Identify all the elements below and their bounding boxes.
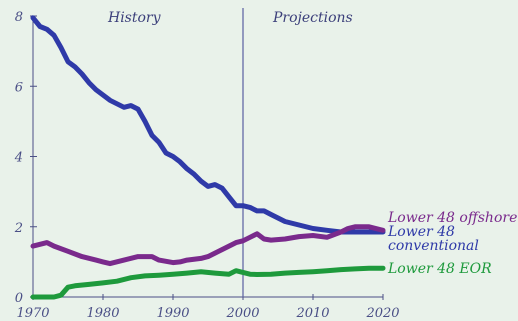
y-tick-label: 6 — [15, 80, 23, 95]
series-label-offshore: Lower 48 offshore — [387, 210, 517, 226]
x-tick-label: 2020 — [365, 306, 399, 321]
y-tick-label: 4 — [14, 151, 23, 166]
projections-label: Projections — [272, 10, 353, 26]
x-tick-label: 2010 — [295, 306, 329, 321]
y-tick-label: 0 — [15, 291, 23, 306]
x-tick-label: 1980 — [86, 306, 119, 321]
axis-layer: 0 2 4 6 8 1970 1980 1990 2000 2010 2020 — [14, 8, 400, 321]
plot-layer — [30, 15, 386, 300]
series-label-conventional-line-1: Lower 48 — [387, 224, 455, 240]
series-label-conventional: Lower 48 — [387, 224, 455, 240]
series-line-lower-48-eor — [30, 265, 386, 300]
series-line-lower-48-offshore — [30, 224, 386, 267]
series-label-eor: Lower 48 EOR — [387, 261, 492, 277]
series-labels: Lower 48 offshore Lower 48 conventional … — [387, 210, 517, 277]
series-label-offshore-line: Lower 48 offshore — [387, 210, 517, 226]
annotation-layer: History Projections — [107, 10, 353, 26]
history-label: History — [107, 10, 162, 26]
x-tick-label: 1990 — [156, 306, 189, 321]
y-tick-label: 8 — [15, 10, 23, 25]
y-tick-label: 2 — [14, 221, 23, 236]
series-label-eor-line: Lower 48 EOR — [387, 261, 492, 277]
series-line-lower-48-conventional — [30, 15, 386, 235]
series-label-conventional-2: conventional — [388, 238, 479, 254]
x-tick-label: 1970 — [16, 306, 49, 321]
series-label-conventional-line-2: conventional — [388, 238, 479, 254]
x-tick-label: 2000 — [225, 306, 259, 321]
